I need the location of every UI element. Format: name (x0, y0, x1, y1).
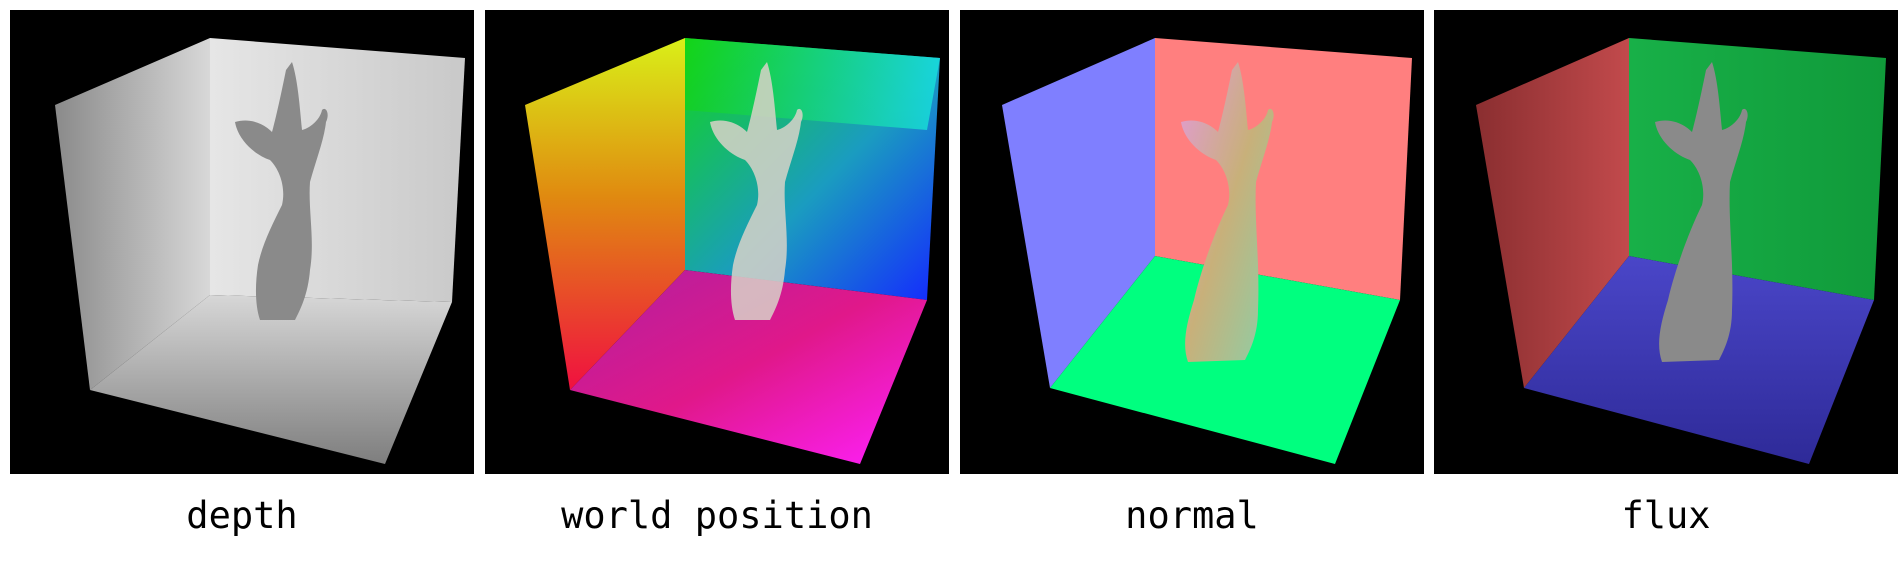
back-wall-tint (685, 38, 940, 130)
left-wall (1002, 38, 1155, 388)
world-position-caption: world position (561, 494, 873, 537)
normal-render (1002, 38, 1412, 464)
left-wall (55, 38, 210, 390)
depth-render (55, 38, 465, 464)
back-wall (1629, 38, 1886, 300)
statue-silhouette (1655, 62, 1748, 362)
statue-silhouette (235, 62, 328, 320)
back-wall (210, 38, 465, 302)
world-position-panel (485, 10, 949, 474)
flux-render (1476, 38, 1886, 464)
statue-silhouette (710, 62, 803, 320)
depth-panel (10, 10, 474, 474)
depth-caption: depth (186, 494, 298, 537)
back-wall (1155, 38, 1412, 300)
floor (90, 295, 452, 464)
left-wall (1476, 38, 1629, 388)
flux-caption: flux (1621, 494, 1711, 537)
floor (570, 270, 927, 464)
normal-panel (960, 10, 1424, 474)
normal-caption: normal (1125, 494, 1259, 537)
statue-silhouette (1181, 62, 1274, 362)
flux-panel (1434, 10, 1898, 474)
world-position-render (525, 38, 940, 464)
left-wall (525, 38, 685, 390)
